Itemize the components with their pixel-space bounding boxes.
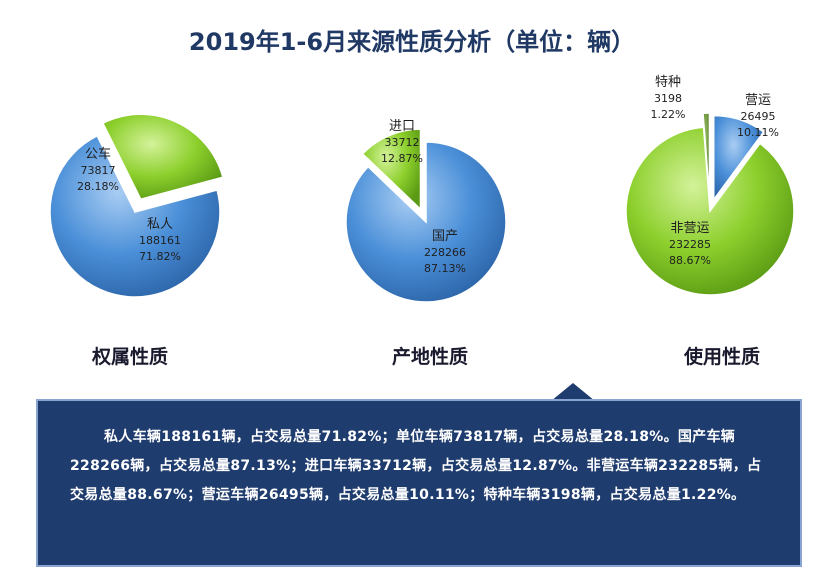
pie-slice-进口 — [361, 128, 422, 211]
slice-label-国产: 国产 228266 87.13% — [424, 229, 466, 275]
pie-caption-origin: 产地性质 — [391, 346, 468, 368]
callout-arrow — [551, 383, 595, 401]
slice-label-特种: 特种 3198 1.22% — [651, 75, 686, 121]
pie-caption-usage: 使用性质 — [683, 346, 760, 368]
summary-box — [36, 399, 802, 567]
pie-slice-公车 — [101, 113, 224, 201]
pie-caption-ownership: 权属性质 — [91, 346, 168, 368]
slice-label-私人: 私人 188161 71.82% — [139, 217, 181, 263]
pie-slice-特种 — [702, 112, 711, 198]
slice-label-公车: 公车 73817 28.18% — [77, 146, 119, 193]
pie-slice-国产 — [345, 141, 507, 303]
pie-slice-非营运 — [625, 126, 795, 296]
page-title: 2019年1-6月来源性质分析（单位：辆） — [188, 28, 636, 56]
pie-slice-营运 — [712, 114, 765, 202]
slice-label-营运: 营运 26495 10.11% — [737, 93, 779, 139]
pie-charts: 私人 188161 71.82% 公车 73817 28.18% 国产 228266 87.13… — [49, 75, 795, 303]
pie-slice-私人 — [49, 134, 221, 298]
slice-label-非营运: 非营运 232285 88.67% — [669, 221, 711, 267]
summary-text: 私人车辆188161辆，占交易总量71.82%；单位车辆73817辆，占交易总量… — [70, 429, 762, 503]
slice-label-进口: 进口 33712 12.87% — [381, 119, 423, 165]
